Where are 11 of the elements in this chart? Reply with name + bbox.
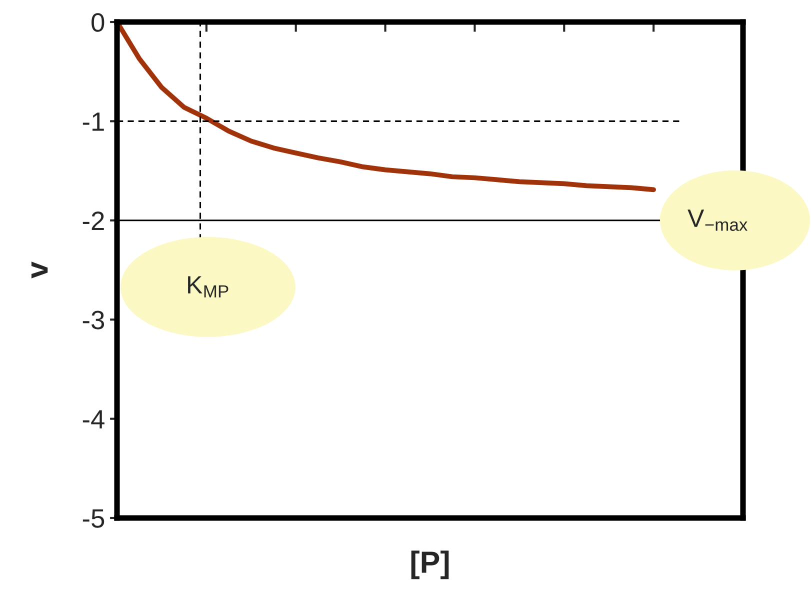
y-tick-label: -3 bbox=[82, 310, 104, 330]
y-tick-label: -1 bbox=[82, 112, 104, 131]
annotation: K$_{MP}$ bbox=[188, 276, 228, 298]
x-axis-title: [P] bbox=[411, 550, 449, 580]
y-tick-label: -4 bbox=[82, 410, 104, 428]
line-series bbox=[117, 22, 656, 192]
ref-line-label: V$_{−max}$ bbox=[688, 210, 748, 231]
y-axis-title: v bbox=[31, 262, 48, 278]
y-tick-label: -5 bbox=[82, 509, 104, 528]
y-tick-label: -2 bbox=[82, 212, 104, 230]
y-tick-label: 0 bbox=[92, 13, 104, 32]
